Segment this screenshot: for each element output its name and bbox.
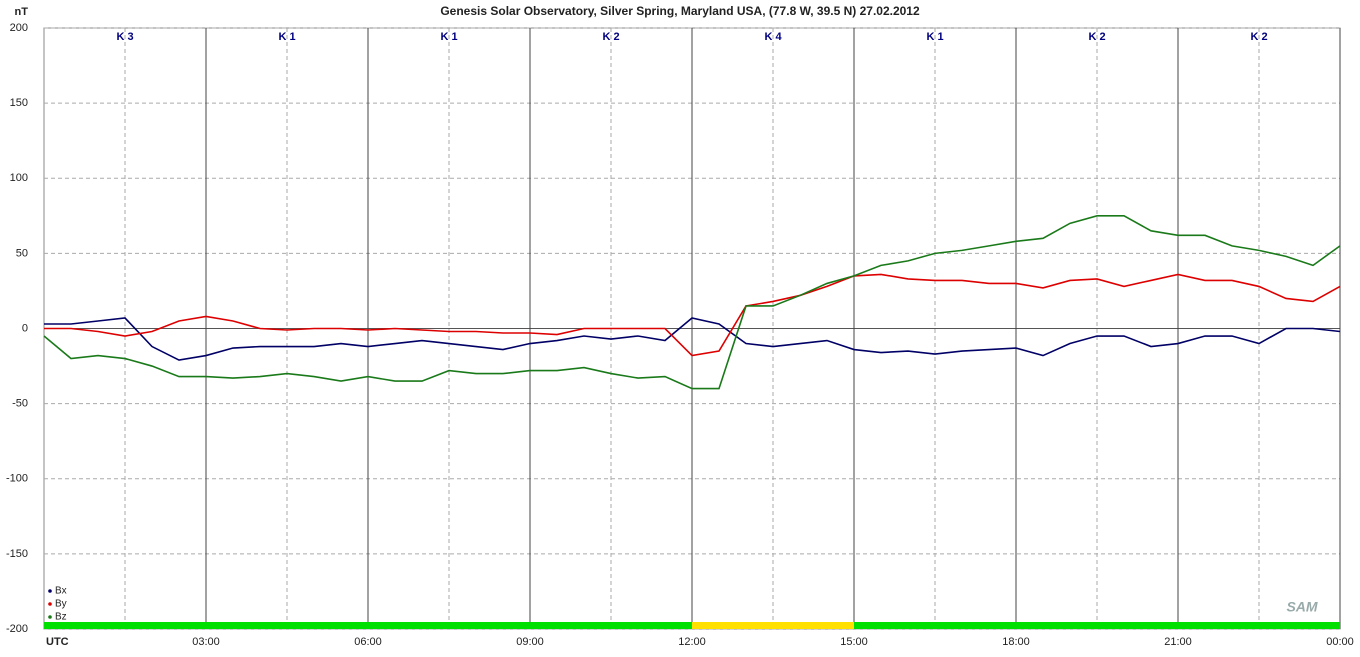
k-index-label: K 1 <box>926 31 943 43</box>
legend-label: By <box>55 599 67 610</box>
k-index-label: K 4 <box>764 31 782 43</box>
x-tick-label: 09:00 <box>516 636 544 648</box>
y-tick-label: 150 <box>10 97 28 109</box>
y-axis-label: nT <box>15 6 29 18</box>
k-bar <box>206 622 368 629</box>
y-tick-label: -100 <box>6 473 28 485</box>
y-tick-label: 0 <box>22 322 28 334</box>
legend-label: Bz <box>55 612 67 623</box>
k-bar <box>1016 622 1178 629</box>
legend-marker <box>48 589 52 593</box>
k-index-label: K 2 <box>1088 31 1105 43</box>
k-bar <box>530 622 692 629</box>
y-tick-label: 50 <box>16 247 28 259</box>
y-tick-label: 200 <box>10 22 28 34</box>
k-index-label: K 3 <box>116 31 133 43</box>
k-index-label: K 1 <box>278 31 295 43</box>
legend-marker <box>48 615 52 619</box>
logo: SAM <box>1286 599 1317 615</box>
x-tick-label: 06:00 <box>354 636 382 648</box>
x-tick-label: 03:00 <box>192 636 220 648</box>
y-tick-label: 100 <box>10 172 28 184</box>
legend-label: Bx <box>55 586 67 597</box>
y-tick-label: -200 <box>6 623 28 635</box>
x-tick-label: 15:00 <box>840 636 868 648</box>
chart-title: Genesis Solar Observatory, Silver Spring… <box>440 4 920 18</box>
k-bar <box>854 622 1016 629</box>
k-bar <box>1178 622 1340 629</box>
y-tick-label: -50 <box>12 398 28 410</box>
y-tick-label: -150 <box>6 548 28 560</box>
k-index-label: K 2 <box>602 31 619 43</box>
data-line <box>44 317 1341 361</box>
data-line <box>43 215 1341 390</box>
x-axis-label: UTC <box>46 636 69 648</box>
k-bar <box>692 622 854 629</box>
legend-marker <box>48 602 52 606</box>
x-tick-label: 12:00 <box>678 636 706 648</box>
x-tick-label: 00:00 <box>1326 636 1354 648</box>
k-index-label: K 2 <box>1250 31 1267 43</box>
k-bar <box>368 622 530 629</box>
k-index-label: K 1 <box>440 31 457 43</box>
x-tick-label: 21:00 <box>1164 636 1192 648</box>
k-bar <box>44 622 206 629</box>
data-line <box>44 273 1341 357</box>
x-tick-label: 18:00 <box>1002 636 1030 648</box>
